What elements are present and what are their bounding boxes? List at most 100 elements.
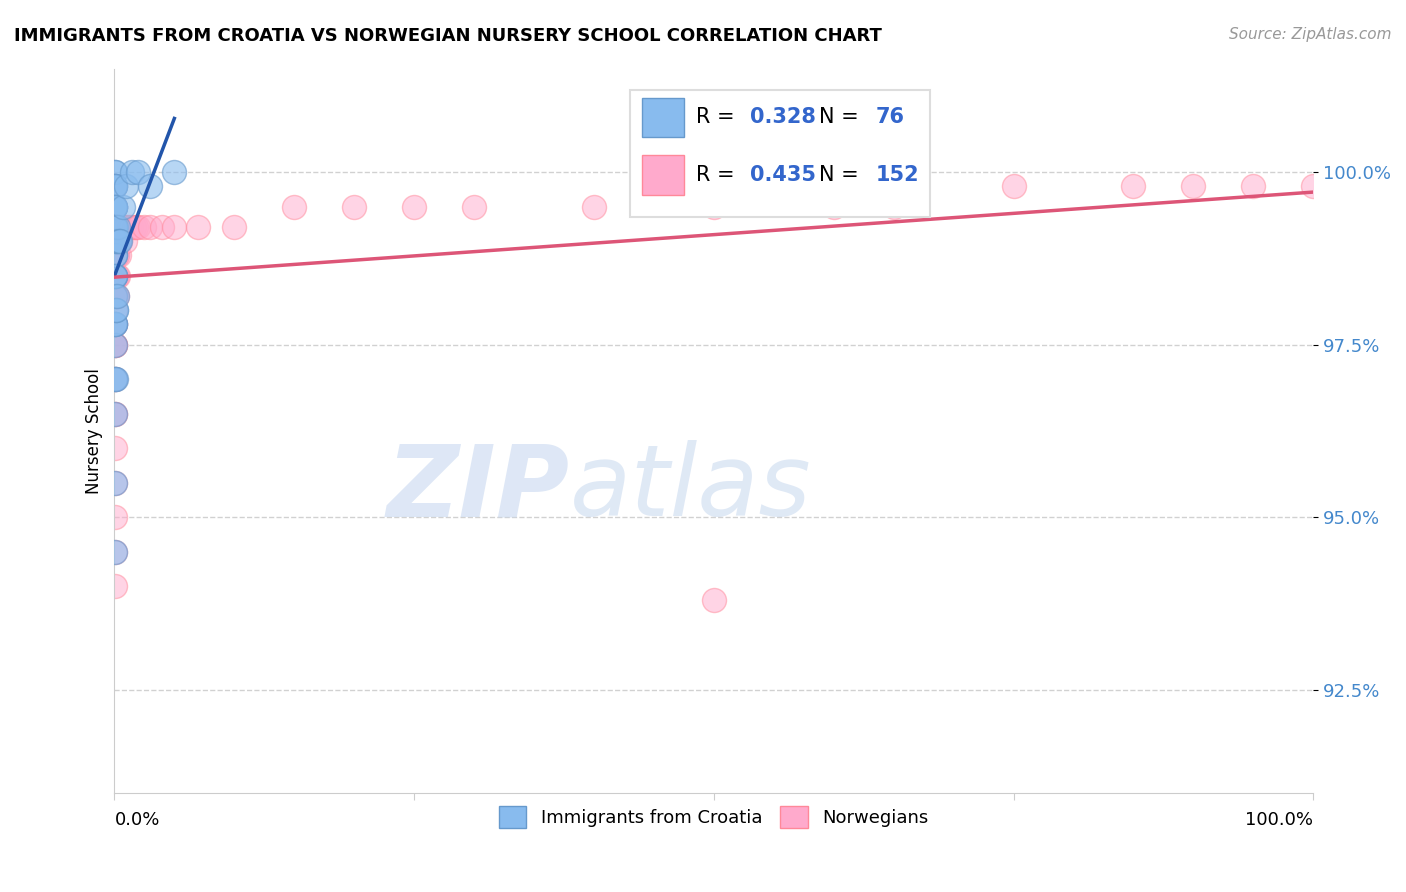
Point — [1302, 178, 1324, 193]
Point — [104, 289, 127, 303]
Point — [224, 220, 246, 235]
Point — [105, 289, 128, 303]
Point — [104, 317, 127, 331]
Point — [107, 268, 129, 283]
Point — [107, 220, 129, 235]
Point — [823, 200, 845, 214]
Point — [104, 165, 127, 179]
Point — [110, 220, 132, 235]
Point — [463, 200, 485, 214]
Point — [104, 220, 127, 235]
Point — [104, 372, 127, 386]
Point — [127, 220, 149, 235]
Point — [104, 200, 127, 214]
Point — [108, 234, 131, 248]
Point — [104, 200, 127, 214]
Text: IMMIGRANTS FROM CROATIA VS NORWEGIAN NURSERY SCHOOL CORRELATION CHART: IMMIGRANTS FROM CROATIA VS NORWEGIAN NUR… — [14, 27, 882, 45]
Point — [105, 303, 128, 318]
Point — [105, 234, 128, 248]
Point — [107, 220, 129, 235]
FancyBboxPatch shape — [630, 90, 929, 217]
Point — [120, 220, 142, 235]
Point — [104, 337, 127, 351]
Point — [107, 248, 129, 262]
Point — [104, 510, 127, 524]
Point — [104, 248, 127, 262]
Point — [112, 220, 135, 235]
Point — [107, 234, 129, 248]
Point — [104, 165, 127, 179]
Point — [104, 268, 127, 283]
Point — [139, 220, 162, 235]
Text: atlas: atlas — [569, 441, 811, 537]
Point — [104, 268, 127, 283]
Point — [104, 234, 127, 248]
Point — [1002, 178, 1025, 193]
Point — [104, 220, 127, 235]
Point — [118, 220, 141, 235]
Point — [104, 475, 127, 490]
Point — [104, 372, 127, 386]
Point — [104, 372, 127, 386]
Point — [115, 178, 138, 193]
Point — [105, 268, 128, 283]
Point — [104, 268, 127, 283]
Point — [703, 593, 725, 607]
Point — [134, 220, 156, 235]
Point — [104, 289, 127, 303]
Point — [104, 248, 127, 262]
Point — [105, 220, 128, 235]
Legend: Immigrants from Croatia, Norwegians: Immigrants from Croatia, Norwegians — [492, 798, 935, 835]
Point — [104, 248, 127, 262]
Point — [104, 289, 127, 303]
Point — [104, 220, 127, 235]
Point — [104, 200, 127, 214]
Point — [104, 200, 127, 214]
Point — [104, 234, 127, 248]
Point — [104, 178, 127, 193]
Point — [127, 165, 149, 179]
Text: ZIP: ZIP — [387, 441, 569, 537]
Point — [582, 200, 605, 214]
Point — [104, 220, 127, 235]
Point — [104, 220, 127, 235]
Point — [1182, 178, 1205, 193]
Point — [139, 178, 162, 193]
Text: 76: 76 — [876, 107, 904, 127]
Text: 0.435: 0.435 — [749, 165, 815, 185]
Text: N =: N = — [820, 107, 866, 127]
Point — [104, 220, 127, 235]
Point — [883, 200, 905, 214]
Point — [104, 268, 127, 283]
Point — [104, 441, 127, 455]
Text: 152: 152 — [876, 165, 920, 185]
Point — [104, 220, 127, 235]
Point — [163, 220, 186, 235]
Point — [105, 220, 128, 235]
Point — [104, 545, 127, 559]
Point — [104, 178, 127, 193]
Point — [104, 372, 127, 386]
Point — [104, 317, 127, 331]
Point — [104, 289, 127, 303]
Point — [104, 200, 127, 214]
Point — [114, 234, 136, 248]
Point — [104, 234, 127, 248]
Text: R =: R = — [696, 107, 741, 127]
Point — [104, 248, 127, 262]
Point — [1122, 178, 1144, 193]
Point — [104, 303, 127, 318]
Point — [150, 220, 173, 235]
Point — [104, 475, 127, 490]
Point — [104, 234, 127, 248]
Point — [104, 317, 127, 331]
Point — [110, 220, 132, 235]
Text: N =: N = — [820, 165, 866, 185]
Point — [104, 234, 127, 248]
Point — [104, 268, 127, 283]
Point — [703, 200, 725, 214]
Point — [107, 234, 129, 248]
Point — [163, 165, 186, 179]
Point — [343, 200, 366, 214]
Text: R =: R = — [696, 165, 741, 185]
